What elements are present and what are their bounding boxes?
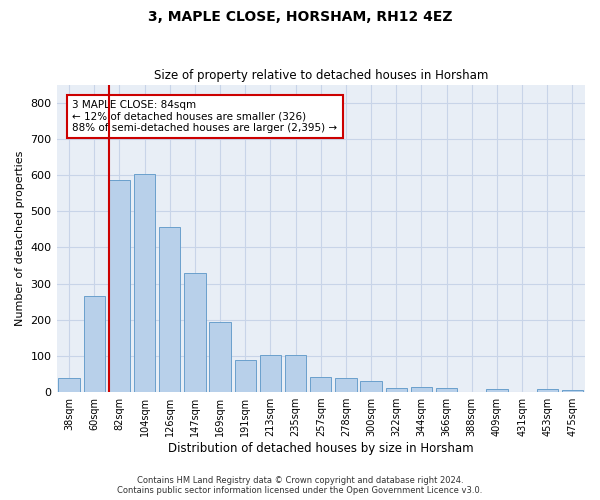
Bar <box>134 174 155 392</box>
Bar <box>235 360 256 392</box>
Bar <box>486 389 508 392</box>
X-axis label: Distribution of detached houses by size in Horsham: Distribution of detached houses by size … <box>168 442 473 455</box>
Title: Size of property relative to detached houses in Horsham: Size of property relative to detached ho… <box>154 69 488 82</box>
Text: Contains HM Land Registry data © Crown copyright and database right 2024.
Contai: Contains HM Land Registry data © Crown c… <box>118 476 482 495</box>
Bar <box>159 228 181 392</box>
Text: 3 MAPLE CLOSE: 84sqm
← 12% of detached houses are smaller (326)
88% of semi-deta: 3 MAPLE CLOSE: 84sqm ← 12% of detached h… <box>73 100 338 133</box>
Bar <box>411 386 432 392</box>
Bar <box>260 355 281 392</box>
Bar <box>436 388 457 392</box>
Text: 3, MAPLE CLOSE, HORSHAM, RH12 4EZ: 3, MAPLE CLOSE, HORSHAM, RH12 4EZ <box>148 10 452 24</box>
Y-axis label: Number of detached properties: Number of detached properties <box>15 150 25 326</box>
Bar <box>536 389 558 392</box>
Bar <box>562 390 583 392</box>
Bar <box>184 274 206 392</box>
Bar <box>58 378 80 392</box>
Bar <box>109 180 130 392</box>
Bar <box>361 380 382 392</box>
Bar <box>335 378 356 392</box>
Bar <box>285 355 307 392</box>
Bar <box>83 296 105 392</box>
Bar <box>209 322 231 392</box>
Bar <box>386 388 407 392</box>
Bar <box>310 377 331 392</box>
